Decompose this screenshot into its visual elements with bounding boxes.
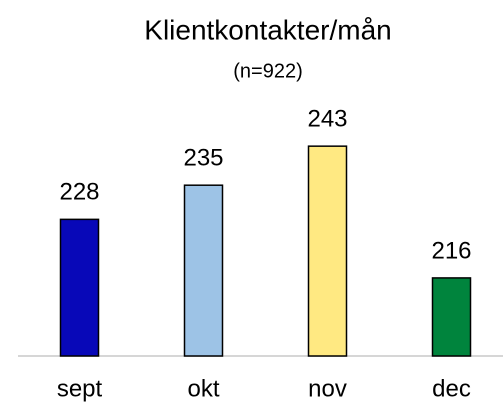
x-tick-label: okt bbox=[187, 375, 219, 402]
bar bbox=[307, 145, 348, 357]
x-tick-label: dec bbox=[432, 375, 471, 402]
value-label: 216 bbox=[431, 237, 471, 264]
x-tick-label: nov bbox=[308, 375, 347, 402]
value-label: 235 bbox=[183, 145, 223, 172]
bar bbox=[183, 184, 224, 357]
x-tick-label: sept bbox=[57, 375, 103, 402]
bar bbox=[59, 218, 100, 357]
chart-title: Klientkontakter/mån bbox=[144, 14, 391, 45]
chart-subtitle: (n=922) bbox=[233, 60, 303, 82]
value-label: 228 bbox=[59, 179, 99, 206]
value-label: 243 bbox=[307, 106, 347, 133]
bar bbox=[431, 277, 472, 357]
